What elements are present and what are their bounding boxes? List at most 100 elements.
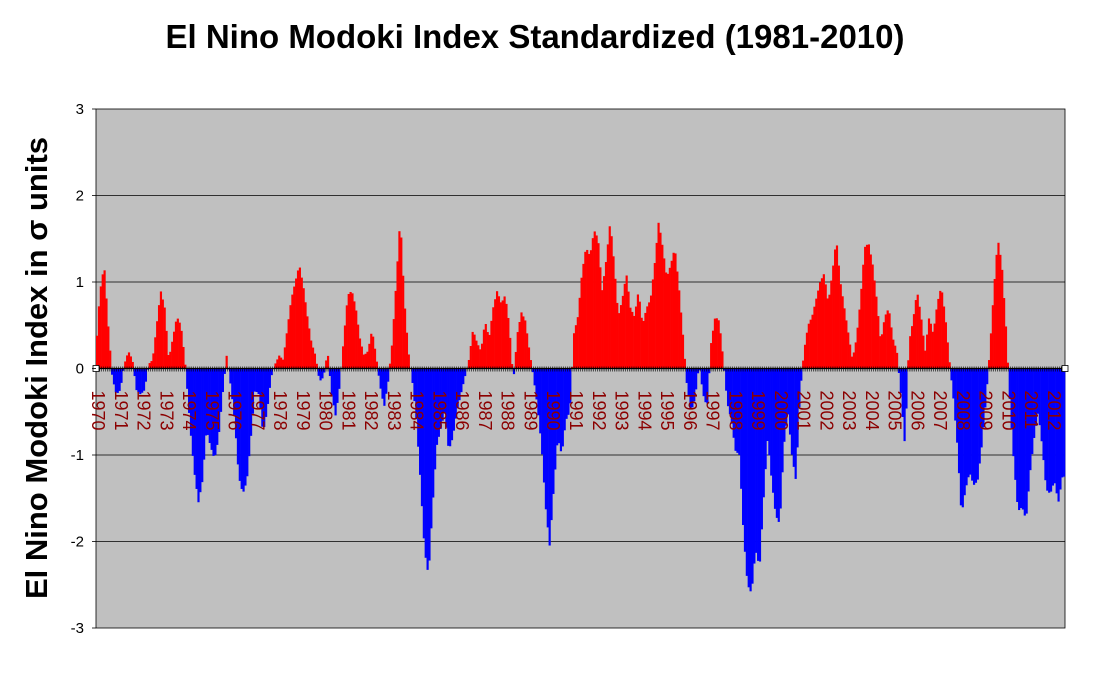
bar	[405, 332, 409, 369]
bar	[725, 368, 728, 391]
bar	[447, 368, 450, 446]
bar	[495, 291, 499, 369]
bar	[270, 368, 273, 376]
bar	[948, 362, 951, 369]
bar	[180, 330, 183, 369]
bar	[281, 359, 285, 369]
bar	[959, 368, 963, 506]
bar	[233, 368, 236, 416]
bar	[920, 319, 923, 369]
bar	[326, 355, 330, 369]
bar	[715, 318, 718, 369]
bar	[321, 368, 324, 379]
bar	[700, 368, 703, 385]
bar	[850, 356, 854, 369]
bar	[142, 368, 146, 391]
bar	[663, 258, 666, 369]
bar	[726, 368, 730, 407]
bar	[963, 368, 966, 496]
bar	[488, 334, 491, 369]
bar	[742, 368, 745, 526]
y-tick-label: 2	[76, 188, 84, 205]
bar	[627, 291, 630, 369]
bar	[785, 368, 788, 426]
bar	[159, 291, 163, 369]
bar	[732, 368, 735, 438]
bar	[757, 368, 760, 561]
bar	[1049, 368, 1053, 492]
bar	[148, 363, 151, 369]
bar	[435, 368, 439, 445]
bar	[922, 335, 925, 369]
bar	[99, 286, 102, 369]
bar	[392, 319, 395, 369]
bar	[770, 368, 773, 476]
bar	[918, 306, 921, 369]
bar	[653, 263, 656, 369]
bar	[997, 242, 1000, 369]
bar	[773, 368, 777, 509]
bar	[417, 368, 420, 447]
bar	[206, 368, 209, 435]
bar	[191, 368, 194, 456]
bar	[131, 361, 134, 369]
bar	[942, 306, 946, 369]
bar	[310, 340, 313, 369]
bar	[597, 243, 600, 369]
x-tick-label: 1992	[589, 391, 609, 431]
bar	[745, 368, 748, 576]
bar	[240, 368, 243, 489]
bar	[172, 331, 176, 369]
bar	[165, 330, 168, 369]
bar	[353, 301, 356, 369]
bar	[822, 274, 825, 369]
bar	[439, 368, 442, 429]
bar	[216, 368, 219, 445]
bar	[591, 238, 594, 369]
bar	[961, 368, 964, 508]
bar	[982, 368, 985, 428]
bar	[375, 361, 378, 369]
x-tick-label: 1985	[429, 391, 449, 431]
bar	[911, 326, 914, 369]
bar	[618, 313, 621, 369]
y-tick-label: 1	[76, 274, 84, 291]
bar	[612, 256, 615, 369]
bar	[334, 368, 337, 416]
bar	[201, 368, 204, 483]
y-tick-label: -2	[71, 534, 84, 551]
bar	[899, 368, 902, 394]
bar	[788, 368, 792, 435]
y-tick-label: -1	[71, 447, 84, 464]
bar	[505, 303, 508, 369]
bar	[818, 282, 822, 369]
bar	[1016, 368, 1019, 503]
bar	[954, 368, 957, 421]
bar	[449, 368, 452, 447]
bar	[869, 254, 872, 369]
bar	[315, 363, 318, 369]
bar	[858, 309, 861, 369]
bar	[473, 334, 476, 369]
bar	[924, 350, 927, 369]
bar	[445, 368, 448, 428]
bar	[229, 368, 232, 384]
x-tick-label: 2008	[953, 391, 973, 431]
bar	[210, 368, 213, 450]
bar	[255, 368, 258, 393]
bar	[236, 368, 240, 465]
bar	[550, 368, 553, 521]
bar	[877, 316, 880, 369]
bar	[1004, 326, 1008, 369]
bar	[569, 368, 572, 404]
bar	[419, 368, 422, 475]
bar	[499, 302, 502, 369]
bar	[544, 368, 547, 510]
bar	[933, 323, 936, 369]
bar	[174, 321, 178, 369]
bar	[621, 295, 624, 369]
bar	[141, 368, 144, 393]
bar	[1038, 368, 1041, 426]
bar	[1057, 368, 1060, 502]
bar	[993, 278, 996, 369]
